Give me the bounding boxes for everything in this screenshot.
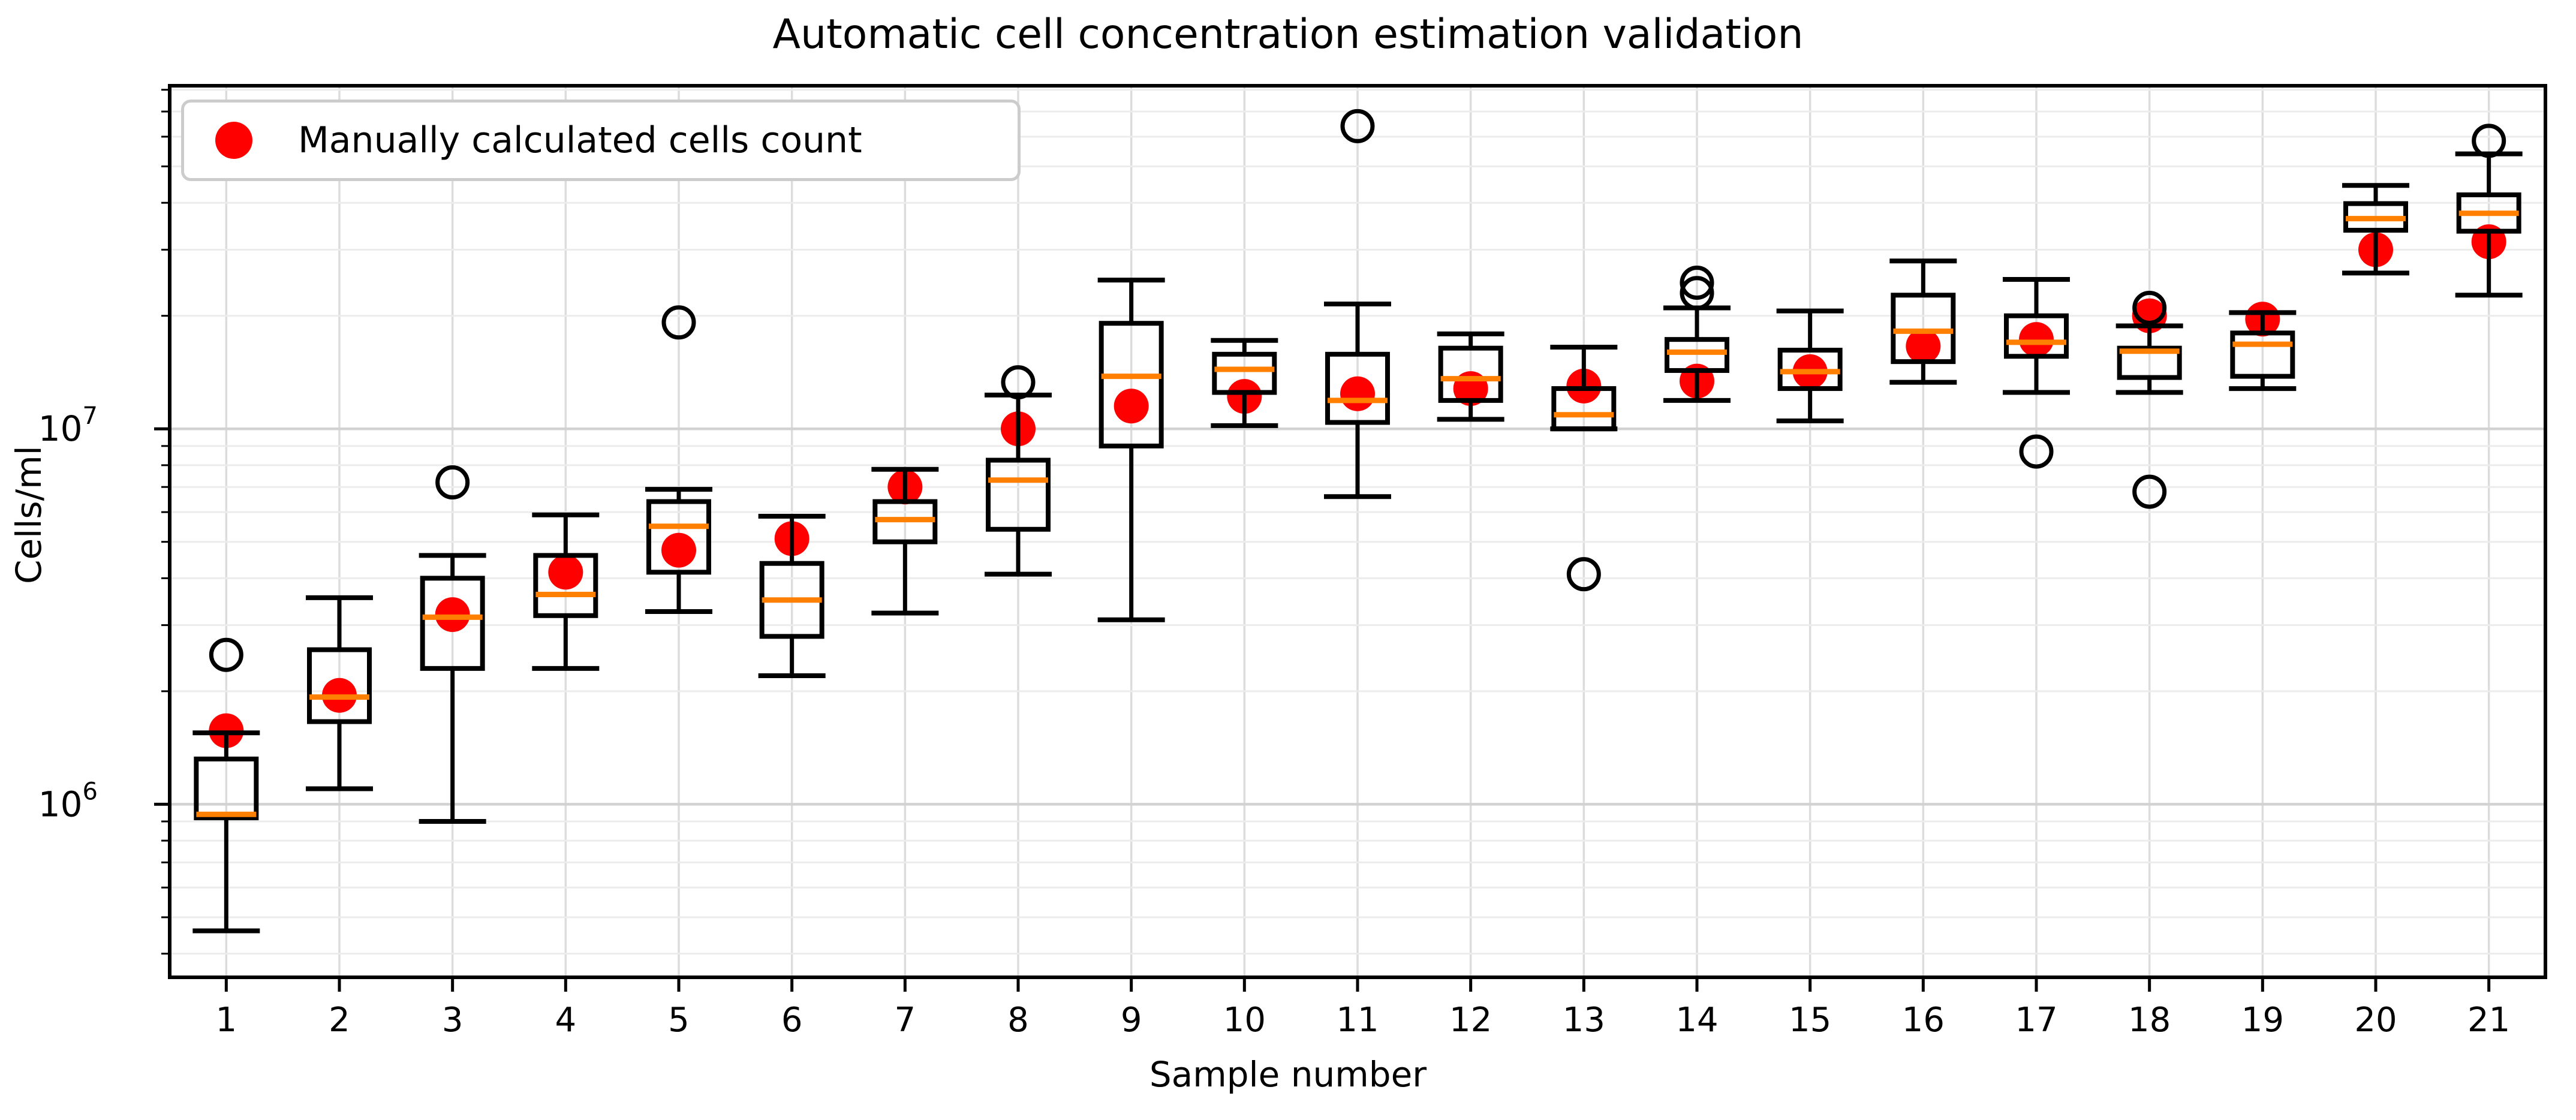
manual-count-dot-sample-11 <box>1340 376 1375 411</box>
iqr-box <box>2004 313 2069 359</box>
legend-label: Manually calculated cells count <box>298 119 862 161</box>
outlier-circle <box>2019 434 2054 469</box>
x-tick-label: 4 <box>555 1001 577 1040</box>
box-sample-11 <box>1324 109 1391 499</box>
iqr-box <box>646 499 711 575</box>
outlier-circle <box>2472 124 2506 158</box>
x-tick-label: 18 <box>2128 1001 2171 1040</box>
iqr-box <box>533 553 598 618</box>
outlier-circle <box>661 305 696 340</box>
x-tick-label: 8 <box>1007 1001 1029 1040</box>
box-sample-4 <box>532 512 600 671</box>
box-sample-6 <box>758 514 826 678</box>
iqr-box <box>2117 345 2182 380</box>
x-tick-label: 2 <box>329 1001 350 1040</box>
box-sample-2 <box>306 595 373 791</box>
outlier-circle <box>2132 290 2167 325</box>
y-tick-label: 107 <box>38 402 98 449</box>
chart-title: Automatic cell concentration estimation … <box>772 11 1804 58</box>
x-tick-label: 16 <box>1902 1001 1945 1040</box>
box-sample-12 <box>1437 331 1504 422</box>
plot-frame <box>168 84 2547 979</box>
outlier-circle <box>2132 474 2167 509</box>
iqr-box <box>1438 345 1503 403</box>
iqr-box <box>420 576 485 671</box>
legend-box: Manually calculated cells count <box>181 100 1021 181</box>
outlier-circle <box>1680 276 1714 311</box>
iqr-box <box>986 457 1051 532</box>
box-sample-7 <box>871 466 939 616</box>
box-sample-18 <box>2115 290 2183 509</box>
x-tick-label: 19 <box>2241 1001 2284 1040</box>
x-tick-label: 3 <box>442 1001 464 1040</box>
box-sample-1 <box>192 637 260 934</box>
box-sample-9 <box>1097 278 1165 622</box>
x-tick-label: 11 <box>1336 1001 1379 1040</box>
box-sample-8 <box>985 365 1052 577</box>
x-axis-label: Sample number <box>1149 1054 1427 1095</box>
box-sample-20 <box>2342 183 2409 276</box>
iqr-box <box>1665 337 1729 373</box>
box-sample-19 <box>2229 310 2297 392</box>
box-sample-14 <box>1663 266 1731 403</box>
iqr-box <box>307 647 372 724</box>
x-tick-label: 13 <box>1563 1001 1605 1040</box>
x-tick-label: 21 <box>2467 1001 2510 1040</box>
x-tick-label: 17 <box>2015 1001 2057 1040</box>
x-tick-label: 1 <box>216 1001 237 1040</box>
box-sample-16 <box>1889 258 1957 385</box>
x-tick-label: 7 <box>895 1001 916 1040</box>
outlier-circle <box>1001 365 1036 400</box>
x-tick-label: 14 <box>1675 1001 1718 1040</box>
iqr-box <box>2230 330 2295 379</box>
x-tick-label: 12 <box>1449 1001 1492 1040</box>
manual-count-dot-sample-5 <box>661 532 696 568</box>
x-tick-label: 20 <box>2354 1001 2397 1040</box>
box-sample-3 <box>419 465 486 824</box>
box-sample-15 <box>1776 308 1844 423</box>
iqr-box <box>194 756 259 821</box>
outlier-circle <box>1340 109 1375 143</box>
manual-count-dot-sample-4 <box>548 555 583 590</box>
iqr-box <box>1551 386 1617 432</box>
iqr-box <box>1212 351 1277 395</box>
box-sample-13 <box>1550 345 1618 592</box>
outlier-circle <box>209 637 243 672</box>
manual-count-dot-sample-9 <box>1114 389 1149 424</box>
y-axis-label: Cells/ml <box>8 445 49 584</box>
x-tick-label: 15 <box>1789 1001 1831 1040</box>
manual-count-dot-sample-16 <box>1906 329 1941 364</box>
iqr-box <box>1325 351 1390 425</box>
iqr-box <box>1891 293 1956 365</box>
box-sample-10 <box>1211 338 1278 428</box>
box-sample-21 <box>2455 124 2523 298</box>
x-tick-label: 9 <box>1121 1001 1142 1040</box>
box-sample-5 <box>645 305 712 615</box>
outlier-circle <box>435 465 470 500</box>
outlier-circle <box>1566 557 1601 592</box>
iqr-box <box>1099 321 1164 448</box>
x-tick-label: 10 <box>1223 1001 1266 1040</box>
legend-red-dot-marker <box>215 122 252 159</box>
y-tick-label: 106 <box>38 778 98 824</box>
x-tick-label: 6 <box>781 1001 803 1040</box>
manual-count-dot-sample-17 <box>2019 322 2054 357</box>
outlier-circle <box>1680 266 1714 300</box>
x-tick-label: 5 <box>668 1001 690 1040</box>
box-sample-17 <box>2003 277 2070 469</box>
